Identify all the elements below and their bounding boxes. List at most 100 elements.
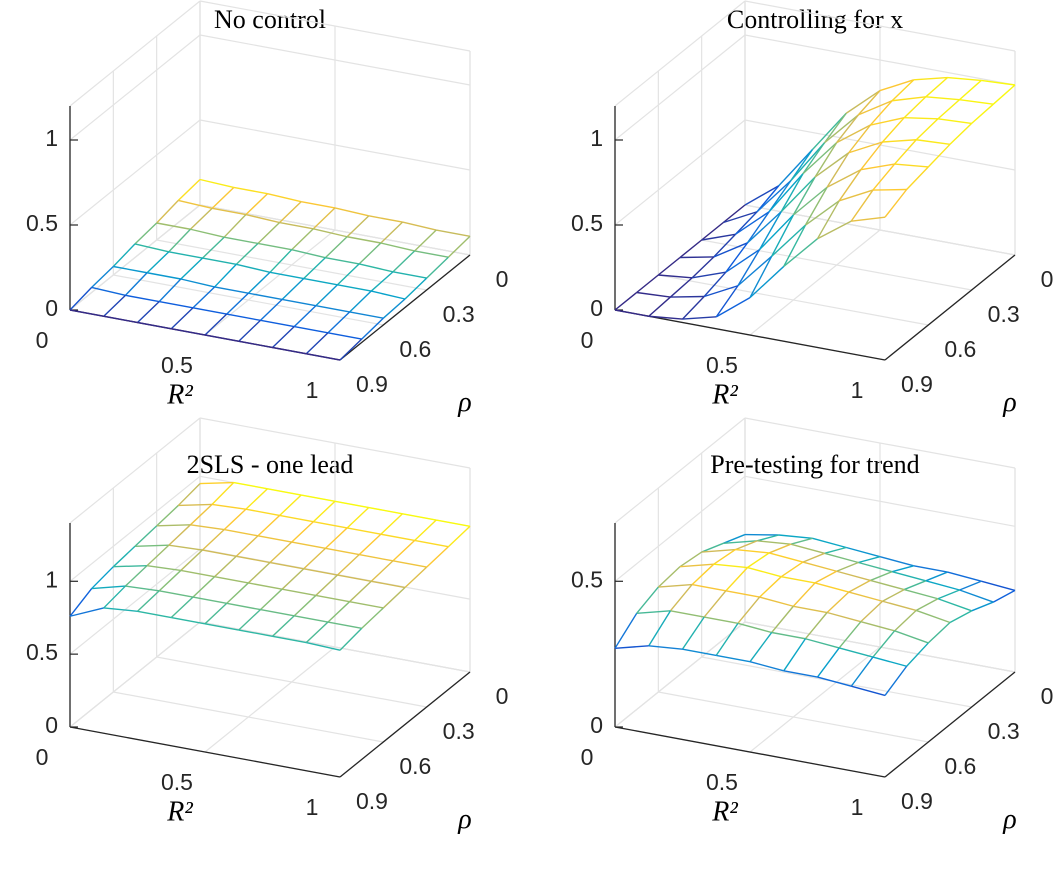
mesh-edge <box>382 587 406 609</box>
grid-line <box>744 34 1016 86</box>
mesh-edge <box>691 256 715 279</box>
mesh-edge <box>872 188 907 191</box>
mesh-edge <box>614 309 649 317</box>
mesh-edge <box>701 548 736 553</box>
mesh-edge <box>211 482 235 505</box>
mesh-edge <box>790 142 826 182</box>
mesh-edge <box>180 257 203 280</box>
mesh-edge <box>781 575 816 584</box>
mesh-edge <box>272 635 307 644</box>
mesh-edge <box>371 290 406 300</box>
mesh-edge <box>857 90 881 116</box>
grid-line <box>69 204 201 311</box>
y-tick-label: 0.9 <box>901 371 933 397</box>
grid-line <box>744 475 1016 527</box>
mesh-edge <box>836 570 871 582</box>
mesh-edge <box>925 571 948 582</box>
mesh-edge <box>916 139 951 145</box>
grid-line <box>614 475 746 582</box>
mesh-edge <box>337 284 372 292</box>
mesh-edge <box>301 200 336 209</box>
mesh-edge <box>236 263 271 273</box>
mesh-edge <box>192 576 216 598</box>
mesh-edge <box>648 610 672 647</box>
mesh-edge <box>180 278 215 288</box>
mesh-edge <box>682 316 717 320</box>
y-axis-label: ρ <box>1002 387 1016 418</box>
mesh-edge <box>103 585 126 609</box>
mesh-edge <box>291 228 314 251</box>
mesh-edge <box>891 79 915 102</box>
mesh-edge <box>134 222 158 245</box>
x-tick-label: 0 <box>36 327 49 353</box>
mesh-edge <box>303 257 326 280</box>
mesh-edge <box>747 211 782 244</box>
mesh-edge <box>426 546 449 568</box>
mesh-edge <box>851 216 886 222</box>
mesh-edge <box>293 594 317 617</box>
mesh-edge <box>715 622 739 656</box>
mesh-edge <box>315 305 350 313</box>
mesh-edge <box>906 642 929 667</box>
mesh-edge <box>325 547 360 556</box>
mesh-edge <box>168 251 203 259</box>
mesh-edge <box>192 307 227 315</box>
mesh-edge <box>156 524 191 527</box>
mesh-edge <box>202 257 237 266</box>
mesh-edge <box>850 189 874 222</box>
mesh-edge <box>392 560 427 568</box>
mesh-edge <box>894 163 929 168</box>
mesh-edge <box>214 286 249 294</box>
mesh-edge <box>701 542 724 553</box>
mesh-edge <box>903 96 927 119</box>
mesh-edge <box>324 527 348 549</box>
x-axis-label: R² <box>166 379 193 410</box>
mesh-edge <box>771 631 806 640</box>
mesh-edge <box>725 242 749 273</box>
mesh-edge <box>146 544 170 567</box>
mesh-edge <box>713 549 736 565</box>
mesh-edge <box>713 563 748 569</box>
mesh-edge <box>235 242 259 265</box>
mesh-edge <box>882 139 917 143</box>
z-tick-label: 0 <box>45 295 58 321</box>
grid-line <box>749 646 881 753</box>
mesh-edge <box>178 503 213 507</box>
mesh-edge <box>959 98 994 105</box>
mesh-edge <box>860 620 895 632</box>
mesh-edge <box>872 656 907 667</box>
mesh-edge <box>804 186 828 226</box>
mesh-edge <box>826 611 862 623</box>
mesh-edge <box>402 221 437 231</box>
mesh-edge <box>906 166 929 190</box>
mesh-edge <box>858 561 893 573</box>
grid-line <box>69 621 201 728</box>
mesh-edge <box>190 524 225 531</box>
mesh-edge <box>303 547 326 570</box>
mesh-edge <box>159 300 194 309</box>
z-tick-label: 0 <box>45 712 58 738</box>
mesh-edge <box>124 272 148 296</box>
y-axis-label: ρ <box>1002 804 1016 835</box>
mesh-edge <box>703 271 727 297</box>
mesh-edge <box>937 589 960 600</box>
mesh-edge <box>790 543 825 555</box>
x-axis <box>614 309 886 361</box>
mesh-edge <box>156 199 179 224</box>
mesh-edge <box>327 332 362 340</box>
mesh-edge <box>257 535 292 543</box>
y-tick-label: 0.3 <box>988 718 1020 744</box>
mesh-edge <box>648 315 683 320</box>
mesh-edge <box>124 565 148 587</box>
mesh-edge <box>257 514 281 537</box>
mesh-edge <box>346 507 370 529</box>
mesh-edge <box>744 185 780 206</box>
mesh-edge <box>202 549 237 557</box>
mesh-edge <box>916 609 951 624</box>
mesh-edge <box>771 605 794 633</box>
mesh-edge <box>790 149 814 182</box>
mesh-edge <box>359 263 394 273</box>
mesh-edge <box>725 590 760 598</box>
mesh-edge <box>238 609 261 631</box>
mesh-edge <box>758 211 782 250</box>
